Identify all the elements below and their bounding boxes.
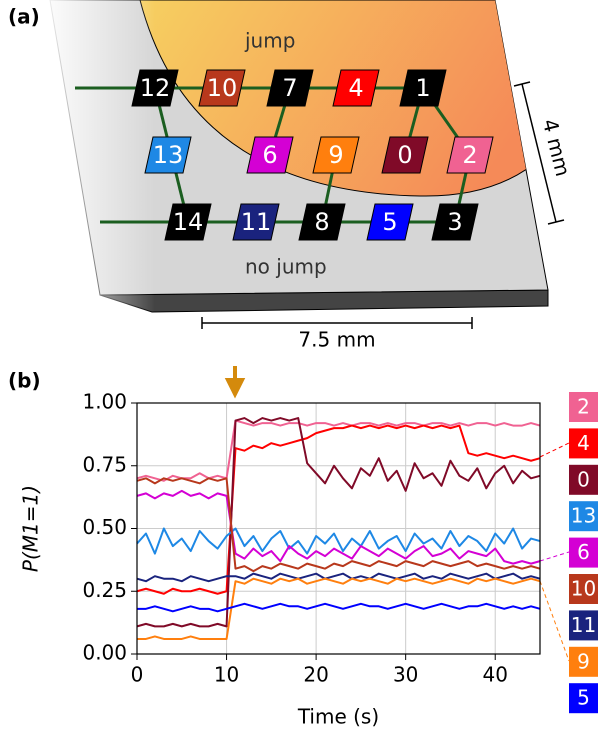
x-axis-label: Time (s) bbox=[297, 705, 379, 729]
y-axis-label: P(M1=1) bbox=[19, 485, 43, 572]
legend-swatch bbox=[569, 501, 598, 532]
legend-label: 2 bbox=[577, 395, 590, 419]
plot-frame bbox=[136, 402, 541, 655]
legend-label: 6 bbox=[577, 540, 590, 564]
qubit-label: 0 bbox=[397, 141, 412, 169]
legend-label: 11 bbox=[571, 613, 596, 637]
qubit bbox=[232, 203, 280, 241]
qubit bbox=[144, 136, 192, 174]
qubit bbox=[366, 203, 414, 241]
legend-label: 5 bbox=[577, 686, 590, 710]
legend-swatch bbox=[569, 574, 598, 604]
y-tick-label: 1.00 bbox=[82, 390, 127, 414]
legend-swatch bbox=[569, 464, 598, 495]
legend-label: 9 bbox=[577, 649, 590, 673]
legend-swatch bbox=[569, 428, 598, 459]
qubit bbox=[381, 136, 429, 174]
qubit bbox=[312, 136, 360, 174]
legend-swatch bbox=[569, 537, 598, 568]
qubit-label: 5 bbox=[382, 208, 397, 236]
legend-label: 13 bbox=[571, 504, 596, 528]
series-line bbox=[137, 577, 541, 640]
qubit-label: 13 bbox=[153, 141, 184, 169]
legend-label: 4 bbox=[577, 431, 590, 455]
x-tick-label: 20 bbox=[303, 663, 328, 687]
x-tick-label: 0 bbox=[131, 663, 144, 687]
qubit-label: 6 bbox=[262, 141, 277, 169]
series-line bbox=[137, 602, 541, 613]
x-tick-label: 40 bbox=[482, 663, 507, 687]
qubit-label: 7 bbox=[282, 74, 297, 102]
qubit bbox=[399, 69, 447, 107]
event-arrow bbox=[224, 366, 246, 399]
legend-swatch bbox=[569, 646, 598, 677]
qubit bbox=[198, 69, 246, 107]
qubit-label: 10 bbox=[207, 74, 238, 102]
legend-swatch bbox=[569, 683, 598, 714]
scale-bars bbox=[201, 81, 565, 329]
series-line bbox=[136, 489, 541, 565]
series-line bbox=[136, 477, 541, 573]
y-tick-label: 0.00 bbox=[82, 641, 127, 665]
x-tick-label: 10 bbox=[214, 663, 239, 687]
y-tick-label: 0.50 bbox=[82, 515, 127, 539]
region-label: jump bbox=[244, 29, 295, 53]
x-tick-label: 30 bbox=[393, 663, 418, 687]
qubit-label: 4 bbox=[348, 74, 363, 102]
qubit bbox=[431, 203, 479, 241]
dimension-label: 7.5 mm bbox=[298, 328, 375, 352]
qubit-label: 8 bbox=[314, 208, 329, 236]
qubit bbox=[246, 136, 294, 174]
qubit bbox=[298, 203, 346, 241]
qubit-label: 9 bbox=[328, 141, 343, 169]
legend-label: 10 bbox=[571, 577, 596, 601]
qubit bbox=[446, 136, 494, 174]
series-line bbox=[136, 424, 541, 595]
qubit-label: 11 bbox=[241, 208, 272, 236]
y-tick-label: 0.25 bbox=[82, 578, 127, 602]
qubit bbox=[164, 203, 212, 241]
series-line bbox=[136, 419, 541, 482]
legend-swatch bbox=[569, 610, 598, 641]
qubit-label: 14 bbox=[173, 208, 204, 236]
region-label: no jump bbox=[245, 255, 327, 279]
legend-connectors bbox=[539, 442, 570, 662]
qubit-label: 1 bbox=[415, 74, 430, 102]
series-line bbox=[136, 417, 541, 628]
qubit-label: 2 bbox=[462, 141, 477, 169]
legend-swatch bbox=[569, 392, 598, 422]
series-line bbox=[136, 572, 541, 583]
y-tick-label: 0.75 bbox=[82, 452, 127, 476]
qubit bbox=[131, 69, 179, 107]
panel-label: (a) bbox=[8, 5, 40, 29]
qubit bbox=[266, 69, 314, 107]
legend-label: 0 bbox=[577, 467, 590, 491]
series-line bbox=[136, 527, 541, 555]
qubit-label: 3 bbox=[447, 208, 462, 236]
qubit bbox=[332, 69, 380, 107]
qubit-label: 12 bbox=[140, 74, 171, 102]
chip-fade bbox=[40, 0, 155, 315]
panel-label: (b) bbox=[8, 369, 41, 393]
